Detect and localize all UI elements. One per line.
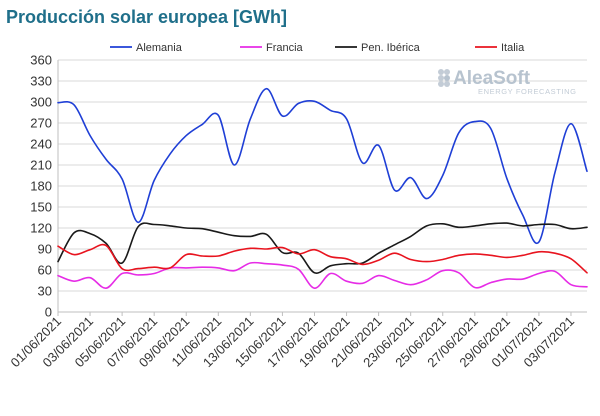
aleasoft-watermark: AleaSoft ENERGY FORECASTING (438, 68, 577, 96)
aleasoft-logo-icon (438, 69, 450, 87)
y-tick-label: 0 (45, 305, 52, 320)
legend-label-italia: Italia (501, 42, 525, 54)
legend-label-francia: Francia (266, 42, 304, 54)
y-tick-label: 180 (30, 179, 52, 194)
series-lines (57, 87, 588, 289)
legend-label-alemania: Alemania (136, 42, 183, 54)
series-line-pen-ib-rica (57, 222, 588, 274)
watermark-brand: AleaSoft (453, 68, 531, 89)
series-line-francia (57, 261, 588, 289)
x-axis: 01/06/202103/06/202105/06/202107/06/2021… (7, 312, 577, 370)
y-tick-label: 300 (30, 95, 52, 110)
y-tick-label: 30 (38, 284, 52, 299)
y-tick-label: 270 (30, 116, 52, 131)
y-tick-label: 90 (38, 242, 52, 257)
series-line-alemania (57, 87, 588, 245)
legend: Alemania Francia Pen. Ibérica Italia (110, 42, 525, 54)
y-tick-label: 120 (30, 221, 52, 236)
grid (57, 59, 587, 313)
y-tick-label: 150 (30, 200, 52, 215)
y-tick-label: 330 (30, 74, 52, 89)
chart-title: Producción solar europea [GWh] (6, 7, 287, 27)
y-tick-label: 360 (30, 53, 52, 68)
series-line-italia (57, 243, 588, 274)
y-tick-label: 210 (30, 158, 52, 173)
y-tick-label: 240 (30, 137, 52, 152)
watermark-tagline: ENERGY FORECASTING (478, 87, 577, 96)
y-axis: 0 30 60 90 120 150 180 210 240 270 300 330 360 (30, 53, 52, 320)
y-tick-label: 60 (38, 263, 52, 278)
legend-label-pen-ib-rica: Pen. Ibérica (361, 42, 421, 54)
